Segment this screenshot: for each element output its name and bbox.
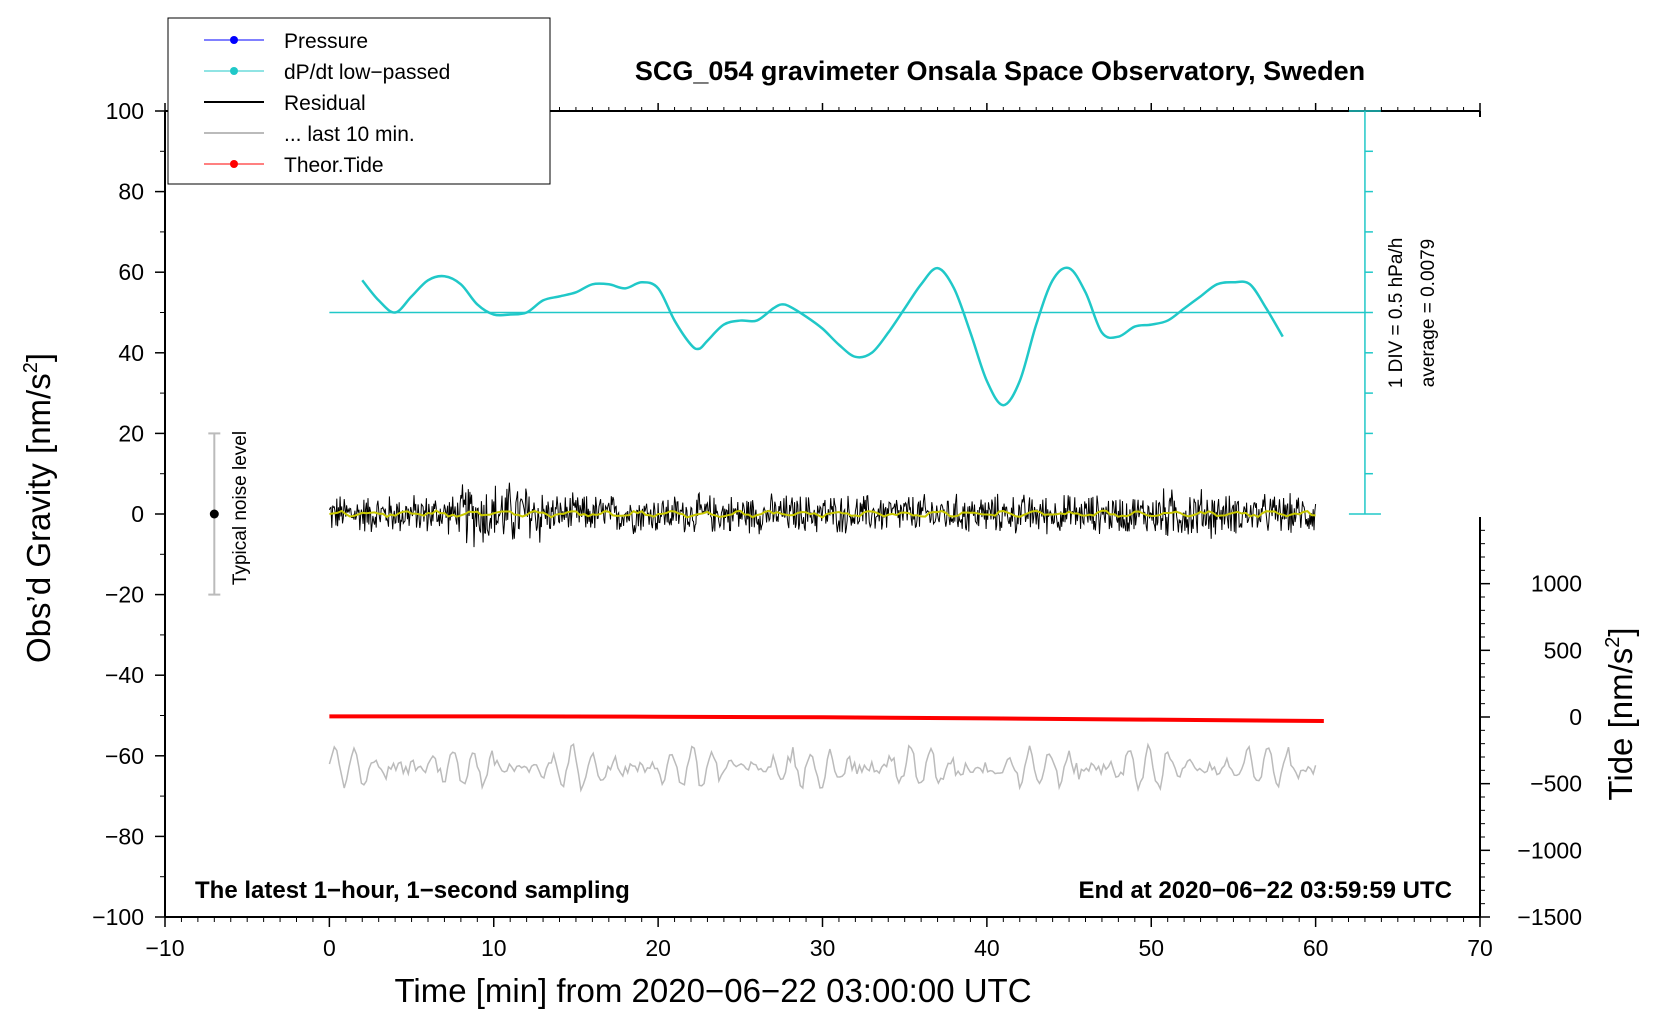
y-axis-left-title-main: Obs’d Gravity [nm/s: [20, 373, 57, 663]
x-tick-label: 10: [481, 935, 507, 961]
note-end-time: End at 2020−06−22 03:59:59 UTC: [1078, 877, 1452, 904]
axes-layer: −10 0 10 20 30 40 50 60 70100806040200−20−40−60−…: [92, 98, 1582, 961]
x-tick-label: 50: [1138, 935, 1164, 961]
y-left-tick-label: 20: [118, 420, 144, 446]
legend-swatch-marker: [230, 160, 238, 168]
y-left-tick-label: 60: [118, 259, 144, 285]
y-left-tick-label: 40: [118, 340, 144, 366]
legend: Pressure dP/dt low−passed Residual ... last…: [167, 17, 551, 185]
y-axis-left-title: Obs’d Gravity [nm/s2]: [20, 353, 57, 663]
y-right-tick-label: 1000: [1531, 571, 1582, 597]
legend-label: Theor.Tide: [284, 154, 384, 177]
y-right-tick-label: 0: [1569, 704, 1582, 730]
y-right-tick-label: −1000: [1517, 837, 1582, 863]
y-left-tick-label: 100: [106, 98, 144, 124]
x-tick-label: 0: [323, 935, 336, 961]
noise-bar-center-dot: [209, 509, 219, 519]
y-axis-right-title-sup: 2: [1602, 637, 1624, 648]
pressure-scale-label: 1 DIV = 0.5 hPa/h: [1386, 238, 1407, 389]
last-10-min-line: [328, 742, 1317, 793]
theor-tide-line: [329, 714, 1324, 723]
x-tick-label: 40: [974, 935, 1000, 961]
y-left-tick-label: 80: [118, 179, 144, 205]
x-tick-label: −10: [145, 935, 184, 961]
y-axis-right-title-main: Tide [nm/s: [1602, 648, 1639, 801]
chart-title: SCG_054 gravimeter Onsala Space Observat…: [635, 56, 1365, 86]
y-left-tick-label: 0: [131, 501, 144, 527]
pressure-average-label: average = 0.0079: [1418, 239, 1439, 387]
legend-label: dP/dt low−passed: [284, 61, 450, 84]
legend-label: ... last 10 min.: [284, 123, 415, 146]
y-axis-left-title-end: ]: [20, 353, 57, 362]
residual-line: [328, 482, 1317, 548]
x-tick-label: 20: [645, 935, 671, 961]
y-axis-left-title-sup: 2: [20, 362, 42, 373]
legend-swatch-marker: [230, 67, 238, 75]
x-tick-label: 70: [1467, 935, 1493, 961]
y-right-tick-label: −1500: [1517, 904, 1582, 930]
y-axis-right-title-end: ]: [1602, 627, 1639, 636]
y-left-tick-label: −20: [105, 582, 144, 608]
series-layer: [328, 266, 1365, 793]
x-axis-title: Time [min] from 2020−06−22 03:00:00 UTC: [394, 972, 1031, 1009]
x-tick-label: 60: [1303, 935, 1329, 961]
y-right-tick-label: −500: [1530, 771, 1582, 797]
y-left-tick-label: −60: [105, 743, 144, 769]
y-axis-right-title: Tide [nm/s2]: [1602, 627, 1639, 800]
dpdt-lowpassed-line: [361, 266, 1284, 407]
y-left-tick-label: −80: [105, 823, 144, 849]
legend-swatch-marker: [230, 36, 238, 44]
legend-label: Pressure: [284, 30, 368, 53]
noise-level-label: Typical noise level: [230, 431, 251, 585]
y-right-tick-label: 500: [1544, 637, 1582, 663]
y-left-tick-label: −100: [92, 904, 144, 930]
note-sampling: The latest 1−hour, 1−second sampling: [195, 877, 630, 904]
residual-smoothed-line: [329, 509, 1316, 519]
y-left-tick-label: −40: [105, 662, 144, 688]
legend-label: Residual: [284, 92, 366, 115]
x-tick-label: 30: [810, 935, 836, 961]
